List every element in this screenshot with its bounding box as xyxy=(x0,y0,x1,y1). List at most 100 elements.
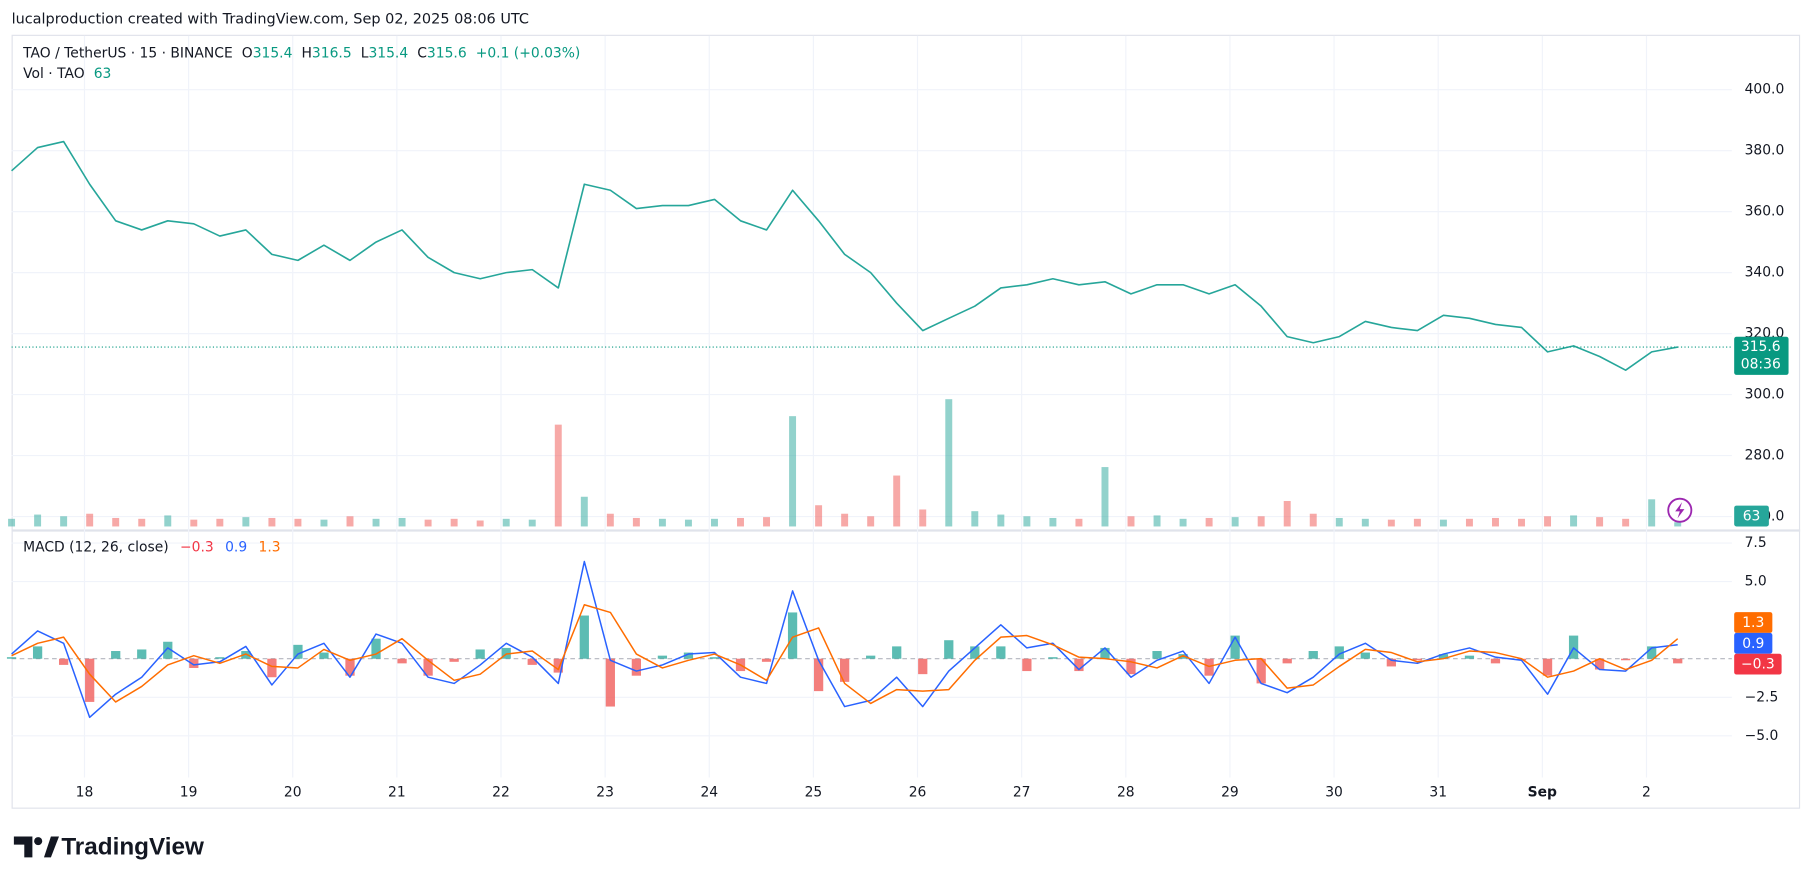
y-tick-label: 360.0 xyxy=(1745,204,1785,220)
volume-bar xyxy=(1049,517,1057,527)
volume-bar xyxy=(554,424,562,527)
x-tick-label: 29 xyxy=(1221,785,1239,801)
volume-bar xyxy=(216,518,224,527)
histogram-bar xyxy=(163,641,173,659)
volume-bar xyxy=(971,511,979,527)
histogram-bar xyxy=(1282,658,1292,664)
close-label: C xyxy=(417,45,427,61)
x-tick-label: 26 xyxy=(909,785,927,801)
histogram-bar xyxy=(553,658,563,673)
low-label: L xyxy=(361,45,369,61)
volume-bar xyxy=(684,519,692,527)
histogram-bar xyxy=(1386,658,1396,667)
logo-mark xyxy=(13,836,33,858)
histogram-bar xyxy=(267,658,277,678)
volume-bar xyxy=(398,517,406,527)
histogram-bar xyxy=(1204,658,1214,676)
histogram-bar xyxy=(918,658,928,675)
histogram-bar xyxy=(1673,658,1683,664)
histogram-bar xyxy=(59,658,69,665)
histogram-bar xyxy=(1542,658,1553,676)
high-label: H xyxy=(301,45,311,61)
volume-bar xyxy=(1361,518,1369,527)
volume-legend: Vol · TAO 63 xyxy=(23,66,111,82)
histogram-bar xyxy=(1230,635,1240,659)
x-tick-label: 25 xyxy=(805,785,823,801)
volume-bar xyxy=(190,519,198,527)
price-line xyxy=(11,140,1678,371)
volume-bar xyxy=(294,518,302,527)
y-tick-label: 280.0 xyxy=(1745,448,1785,464)
volume-bar xyxy=(1283,501,1291,527)
volume-bar xyxy=(789,416,797,527)
x-tick-label: 22 xyxy=(492,785,510,801)
macd-line xyxy=(11,560,1678,719)
y-tick-label: −5.0 xyxy=(1745,728,1779,744)
histogram-bar xyxy=(1568,635,1579,659)
countdown-label: 08:36 xyxy=(1741,356,1781,372)
histogram-bar xyxy=(944,640,954,659)
volume-bar xyxy=(1492,517,1499,527)
histogram-bar xyxy=(319,652,329,659)
volume-bar xyxy=(997,514,1005,527)
volume-bar xyxy=(372,518,380,527)
x-tick-label: 18 xyxy=(76,785,94,801)
histogram-bar xyxy=(1621,658,1631,661)
last-price-badge xyxy=(1734,336,1789,375)
histogram-bar xyxy=(423,658,433,676)
y-tick-label: 400.0 xyxy=(1745,82,1785,98)
lightning-icon xyxy=(1667,497,1693,523)
footer-brand: TradingView xyxy=(61,833,204,860)
histogram-bar xyxy=(527,658,537,665)
volume-bar xyxy=(1518,518,1525,527)
macd-badge xyxy=(1734,632,1773,654)
volume-bar xyxy=(1439,519,1447,527)
y-tick-label: 7.5 xyxy=(1745,535,1767,551)
volume-bar xyxy=(8,518,16,527)
histogram-bar xyxy=(866,655,876,659)
volume-bar xyxy=(945,399,953,527)
histogram-bar xyxy=(683,652,694,659)
x-tick-label: 19 xyxy=(180,785,198,801)
signal-line xyxy=(11,604,1679,705)
chart-frame xyxy=(11,34,1801,809)
volume-bar xyxy=(528,519,536,527)
histogram-bar xyxy=(1022,658,1032,672)
open-value: 315.4 xyxy=(253,45,293,61)
histogram-bar xyxy=(475,649,485,659)
histogram-bar xyxy=(293,644,303,659)
plot-layer: 1819202122232425262728293031Sep2260.0280… xyxy=(6,35,1785,801)
volume-bar xyxy=(450,518,458,527)
logo-slash xyxy=(43,836,60,858)
high-value: 316.5 xyxy=(312,45,352,61)
histogram-bar xyxy=(85,658,95,702)
volume-bar xyxy=(1544,516,1552,527)
histogram-bar xyxy=(787,612,798,659)
histogram-bar xyxy=(996,646,1006,659)
histogram-bar xyxy=(1334,646,1344,659)
signal-value: 1.3 xyxy=(259,539,281,555)
histogram-bar xyxy=(840,658,850,682)
y-tick-label: 300.0 xyxy=(1745,387,1785,403)
volume-bar xyxy=(1335,517,1343,527)
histogram-bar xyxy=(1074,658,1084,672)
signal-badge-label: 1.3 xyxy=(1742,615,1764,631)
macd-legend: MACD (12, 26, close) −0.3 0.9 1.3 xyxy=(23,539,280,555)
histogram-bar xyxy=(579,615,589,659)
histogram-bar xyxy=(397,658,407,664)
y-tick-label: −2.5 xyxy=(1745,689,1779,705)
volume-bar xyxy=(1231,517,1239,527)
volume-bar xyxy=(737,517,744,527)
macd-value: 0.9 xyxy=(225,539,247,555)
volume-badge xyxy=(1734,505,1769,527)
histogram-bar xyxy=(6,657,17,659)
histogram-bar xyxy=(1126,658,1136,675)
y-tick-label: 5.0 xyxy=(1745,574,1767,590)
volume-bar xyxy=(841,513,849,527)
histogram-bar xyxy=(1048,657,1058,659)
histogram-bar xyxy=(371,638,381,659)
volume-bar xyxy=(658,518,666,527)
volume-bar xyxy=(86,513,94,527)
symbol-legend: TAO / TetherUS · 15 · BINANCE O315.4 H31… xyxy=(22,45,580,61)
